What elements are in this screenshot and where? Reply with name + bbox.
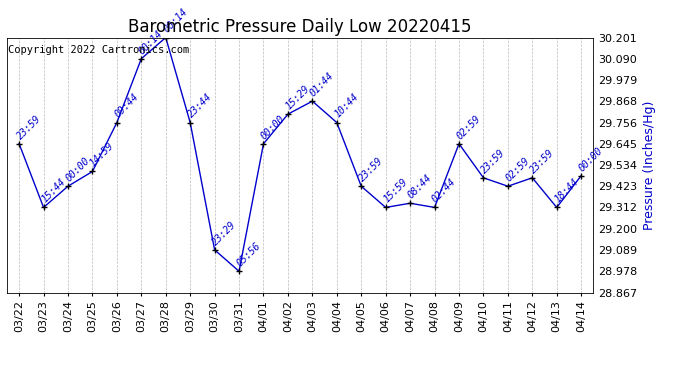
Text: 23:59: 23:59 [14,113,43,141]
Text: 14:59: 14:59 [88,141,116,169]
Y-axis label: Pressure (Inches/Hg): Pressure (Inches/Hg) [643,100,656,230]
Text: 00:00: 00:00 [63,156,92,183]
Text: Copyright 2022 Cartronics.com: Copyright 2022 Cartronics.com [8,45,189,55]
Text: 23:59: 23:59 [528,147,556,175]
Text: 05:56: 05:56 [235,241,263,268]
Text: 10:44: 10:44 [333,92,360,120]
Text: 23:59: 23:59 [479,147,507,175]
Text: 15:59: 15:59 [382,177,409,205]
Title: Barometric Pressure Daily Low 20220415: Barometric Pressure Daily Low 20220415 [128,18,472,36]
Text: 02:59: 02:59 [455,113,482,141]
Text: 02:59: 02:59 [504,156,531,183]
Text: 01:44: 01:44 [308,70,336,98]
Text: 00:00: 00:00 [259,113,287,141]
Text: 08:44: 08:44 [406,172,434,201]
Text: 23:59: 23:59 [357,156,385,183]
Text: 23:29: 23:29 [210,219,238,247]
Text: 18:44: 18:44 [553,177,580,205]
Text: 15:44: 15:44 [39,177,67,205]
Text: 15:29: 15:29 [284,84,311,111]
Text: 09:44: 09:44 [112,92,141,120]
Text: 00:00: 00:00 [577,145,604,173]
Text: 23:44: 23:44 [186,92,214,120]
Text: 00:14: 00:14 [161,7,189,35]
Text: 02:44: 02:44 [431,177,458,205]
Text: 00:14: 00:14 [137,28,165,56]
